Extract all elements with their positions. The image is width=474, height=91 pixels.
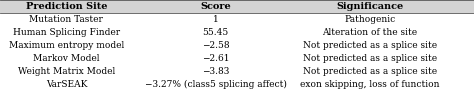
Text: Not predicted as a splice site: Not predicted as a splice site <box>303 54 437 63</box>
Bar <box>0 26 474 39</box>
Text: exon skipping, loss of function: exon skipping, loss of function <box>300 80 439 89</box>
Text: Prediction Site: Prediction Site <box>26 2 107 11</box>
Text: Significance: Significance <box>336 2 403 11</box>
Text: Alteration of the site: Alteration of the site <box>322 28 417 37</box>
Bar <box>0 0 474 13</box>
Text: Mutation Taster: Mutation Taster <box>29 15 103 24</box>
Text: Score: Score <box>201 2 231 11</box>
Text: 1: 1 <box>213 15 219 24</box>
Text: −2.61: −2.61 <box>202 54 229 63</box>
Text: VarSEAK: VarSEAK <box>46 80 87 89</box>
Bar <box>0 52 474 65</box>
Text: Markov Model: Markov Model <box>33 54 100 63</box>
Text: Weight Matrix Model: Weight Matrix Model <box>18 67 115 76</box>
Text: Not predicted as a splice site: Not predicted as a splice site <box>303 67 437 76</box>
Bar <box>0 39 474 52</box>
Text: 55.45: 55.45 <box>202 28 229 37</box>
Text: −2.58: −2.58 <box>202 41 229 50</box>
Bar <box>0 13 474 26</box>
Text: Pathogenic: Pathogenic <box>344 15 395 24</box>
Bar <box>0 65 474 78</box>
Text: Not predicted as a splice site: Not predicted as a splice site <box>303 41 437 50</box>
Bar <box>0 78 474 91</box>
Text: −3.83: −3.83 <box>202 67 229 76</box>
Text: Maximum entropy model: Maximum entropy model <box>9 41 124 50</box>
Text: −3.27% (class5 splicing affect): −3.27% (class5 splicing affect) <box>145 80 287 89</box>
Text: Human Splicing Finder: Human Splicing Finder <box>13 28 120 37</box>
